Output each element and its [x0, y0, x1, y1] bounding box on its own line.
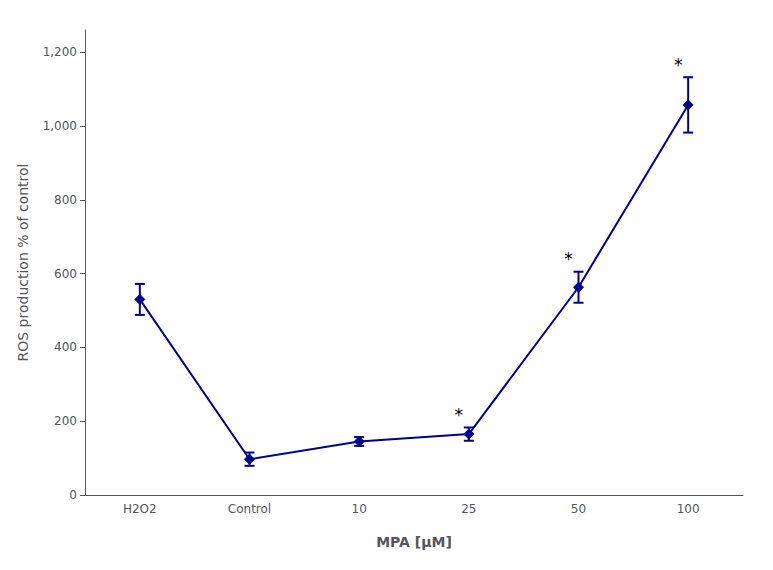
svg-text:*: * — [455, 405, 464, 425]
svg-text:1,200: 1,200 — [43, 45, 77, 59]
svg-text:MPA [μM]: MPA [μM] — [376, 534, 452, 550]
svg-text:1,000: 1,000 — [43, 119, 77, 133]
svg-text:*: * — [674, 55, 683, 75]
svg-text:0: 0 — [69, 488, 77, 502]
svg-text:10: 10 — [352, 502, 367, 516]
svg-text:400: 400 — [54, 340, 77, 354]
svg-text:800: 800 — [54, 193, 77, 207]
svg-text:H2O2: H2O2 — [123, 502, 157, 516]
svg-text:Control: Control — [228, 502, 271, 516]
svg-text:*: * — [564, 249, 573, 269]
svg-text:25: 25 — [461, 502, 476, 516]
svg-text:50: 50 — [571, 502, 586, 516]
svg-text:ROS production % of control: ROS production % of control — [15, 164, 31, 362]
svg-text:600: 600 — [54, 267, 77, 281]
svg-text:100: 100 — [677, 502, 700, 516]
svg-text:200: 200 — [54, 414, 77, 428]
